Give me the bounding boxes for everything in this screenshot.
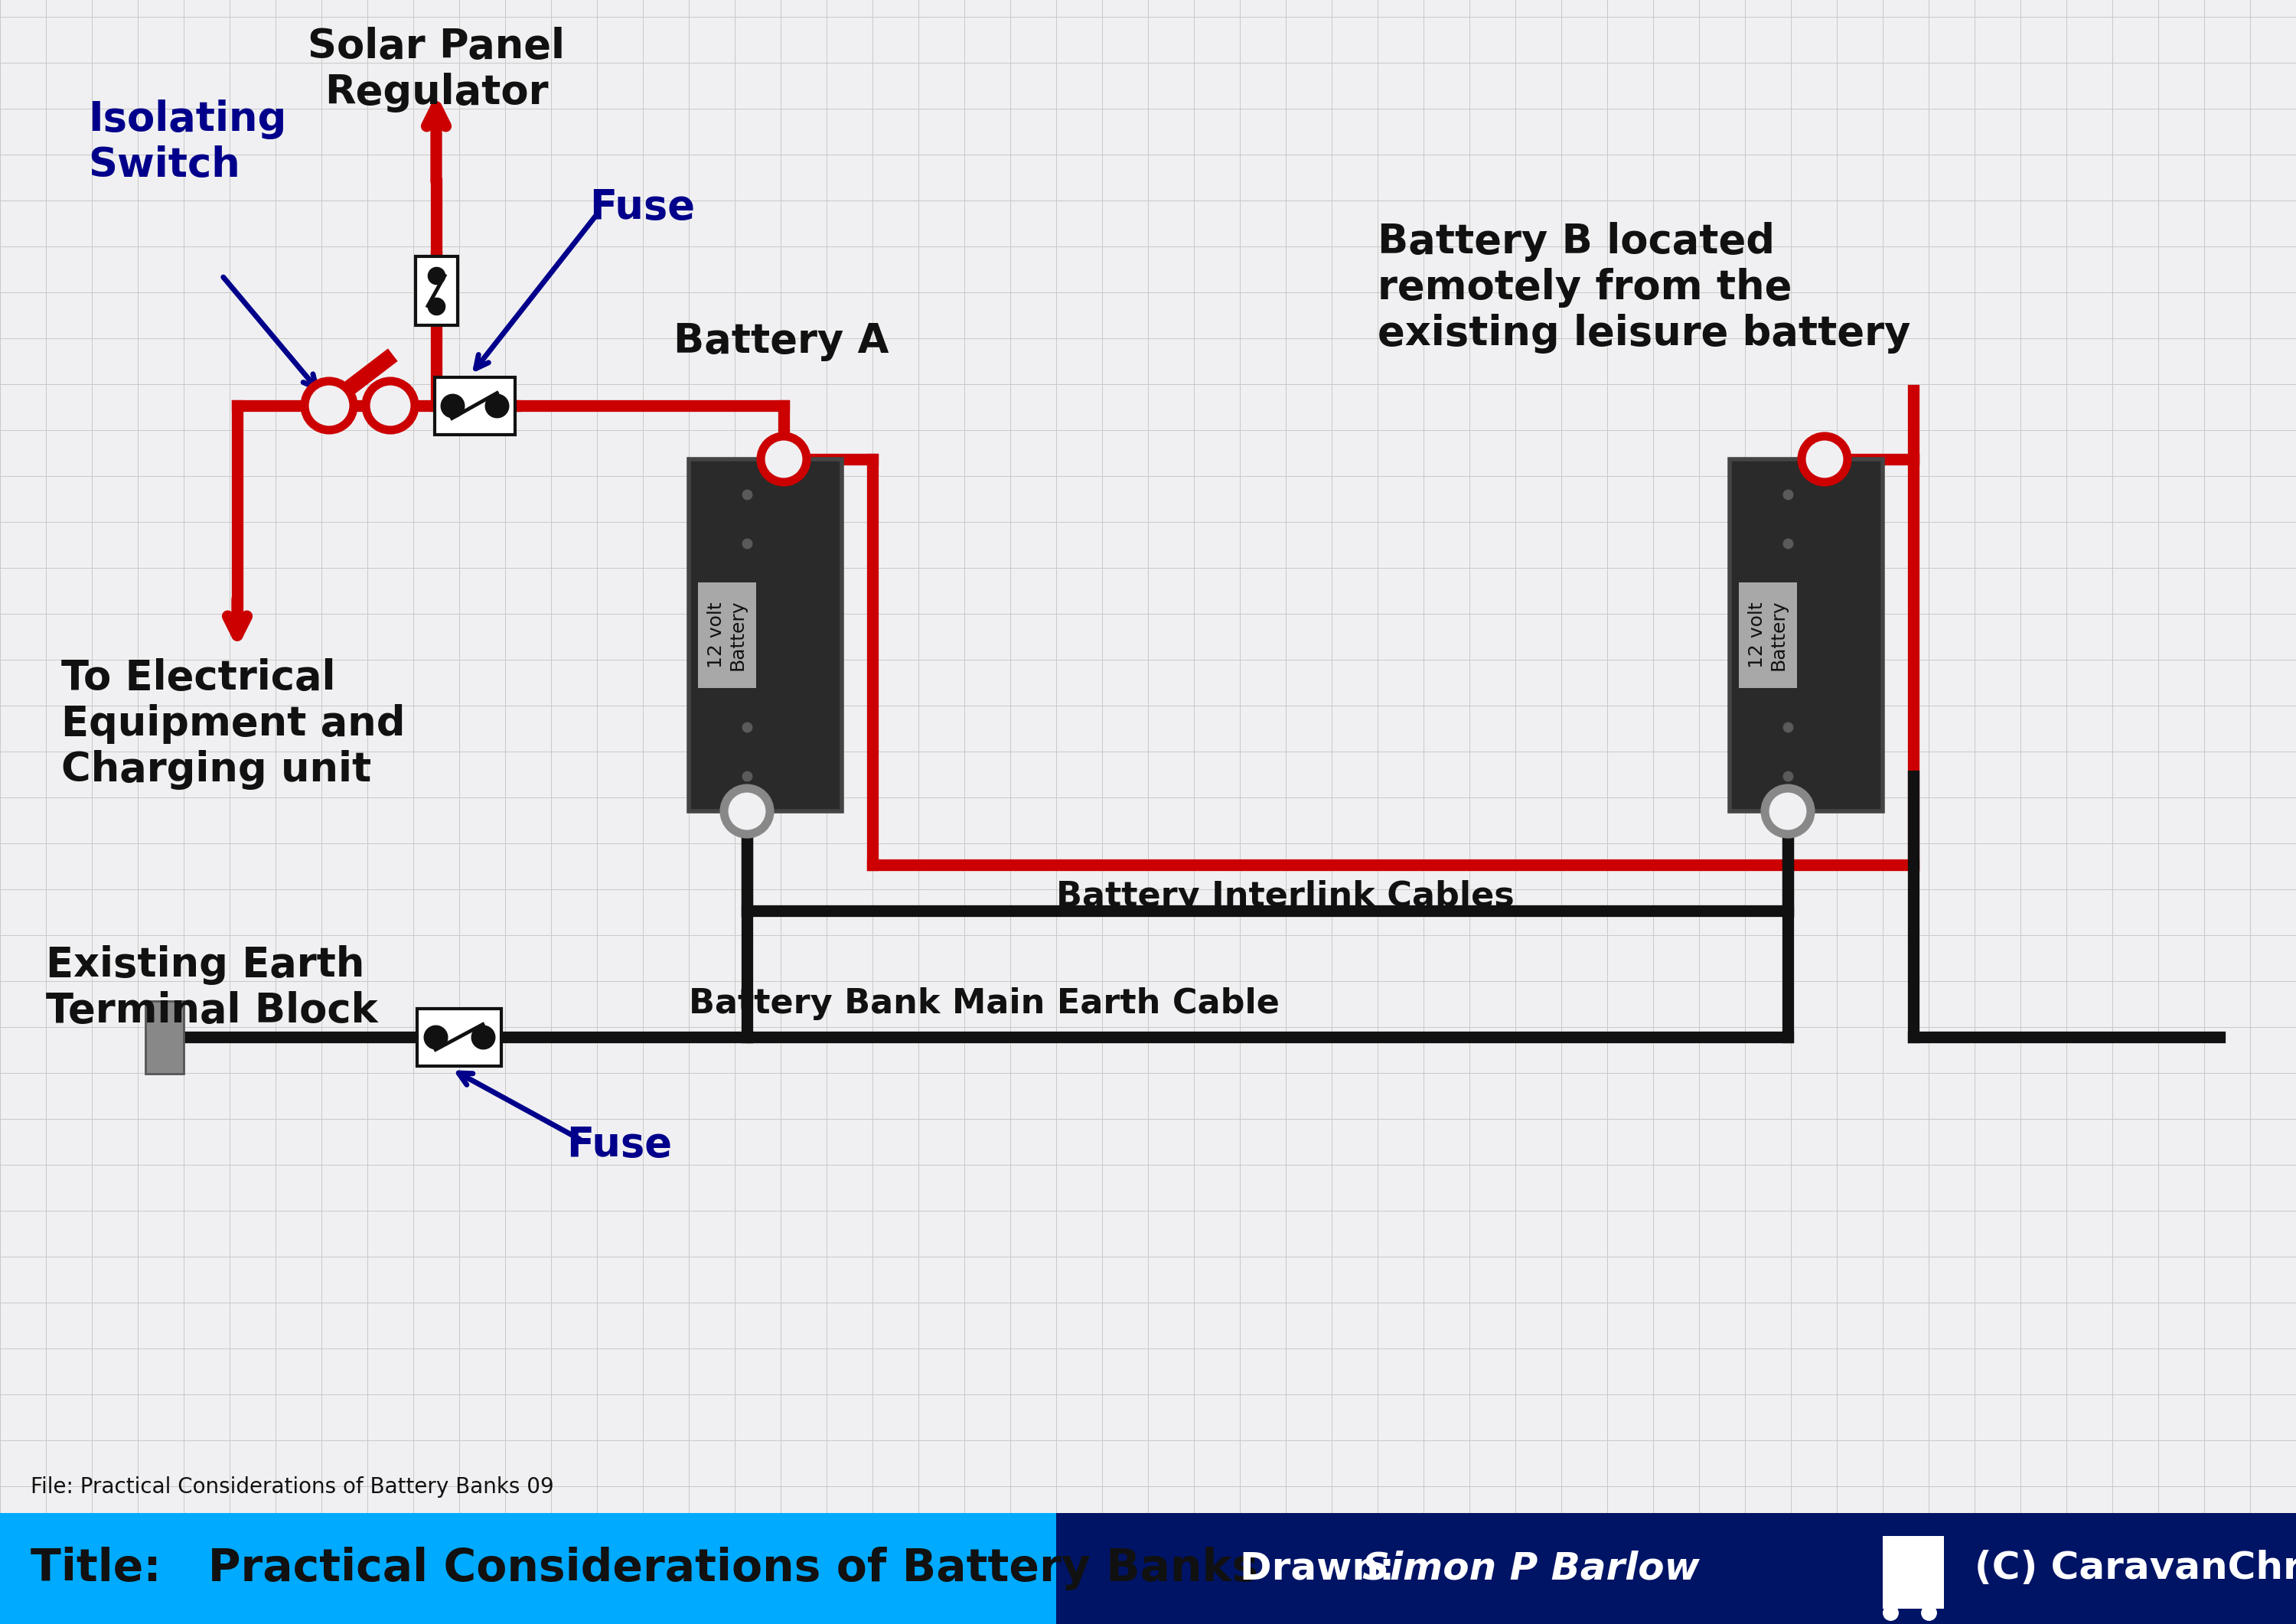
Text: Battery B located
remotely from the
existing leisure battery: Battery B located remotely from the exis… [1378,222,1910,354]
Text: Simon P Barlow: Simon P Barlow [1362,1551,1699,1587]
Text: (C) CaravanChronicles.com: (C) CaravanChronicles.com [1975,1551,2296,1587]
Text: Battery A: Battery A [673,322,889,361]
Circle shape [365,382,416,430]
Text: 12 volt
Battery: 12 volt Battery [707,599,746,671]
Circle shape [1802,437,1848,482]
Text: 12 volt
Battery: 12 volt Battery [1747,599,1789,671]
Text: Solar Panel
Regulator: Solar Panel Regulator [308,26,565,112]
Text: File: Practical Considerations of Battery Banks 09: File: Practical Considerations of Batter… [30,1476,553,1497]
Bar [145,1000,184,1073]
Circle shape [760,437,806,482]
Text: Title:   Practical Considerations of Battery Banks: Title: Practical Considerations of Batte… [30,1546,1258,1590]
Bar [434,377,514,434]
Circle shape [723,788,769,835]
Text: Isolating
Switch: Isolating Switch [87,99,287,185]
Text: Battery Bank Main Earth Cable: Battery Bank Main Earth Cable [689,987,1279,1020]
Text: Fuse: Fuse [567,1125,673,1164]
Bar [1056,1514,2296,1624]
Bar [689,460,843,812]
Bar [416,257,457,325]
Text: Battery Interlink Cables: Battery Interlink Cables [1056,880,1515,913]
Text: Drawn:: Drawn: [1240,1551,1421,1587]
Bar [1738,583,1798,689]
Bar [418,1009,501,1065]
Circle shape [305,382,354,430]
Bar [1883,1536,1945,1609]
Text: To Electrical
Equipment and
Charging unit: To Electrical Equipment and Charging uni… [62,658,404,791]
Circle shape [1766,788,1812,835]
Bar [698,583,755,689]
Bar [0,1514,1056,1624]
Bar [1729,460,1883,812]
Text: Existing Earth
Terminal Block: Existing Earth Terminal Block [46,945,379,1031]
Text: Fuse: Fuse [590,187,696,227]
